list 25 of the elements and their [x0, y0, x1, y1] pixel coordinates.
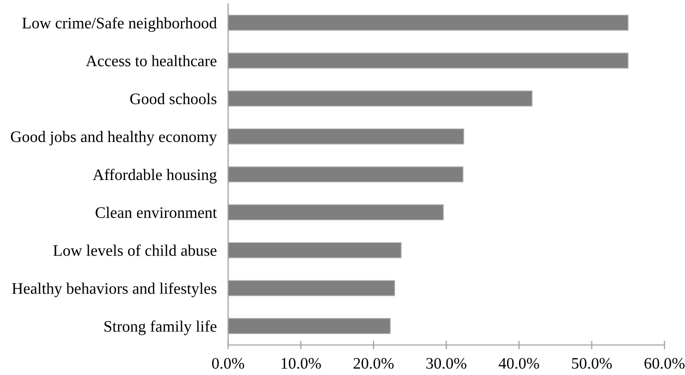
x-tick-label: 10.0%	[282, 358, 321, 369]
bar	[228, 166, 464, 182]
bar	[228, 204, 444, 220]
x-tick-label: 50.0%	[572, 358, 612, 369]
y-tick-label: Healthy behaviors and lifestyles	[12, 282, 216, 298]
y-tick-label: Good jobs and healthy economy	[10, 130, 217, 146]
y-tick-label: Good schools	[130, 93, 216, 104]
bar	[228, 318, 391, 334]
x-tick-label: 60.0%	[644, 358, 685, 369]
y-tick-label: Low crime/Safe neighborhood	[22, 17, 217, 32]
y-tick-label: Low levels of child abuse	[53, 244, 216, 256]
y-tick-label: Affordable housing	[92, 168, 217, 184]
bar	[228, 242, 402, 258]
bar	[228, 280, 396, 296]
x-tick-label: 30.0%	[426, 358, 466, 369]
bar	[228, 14, 629, 31]
x-tick-label: 40.0%	[498, 358, 540, 369]
bar	[228, 90, 533, 107]
y-tick-label: Access to healthcare	[86, 55, 216, 66]
bar	[228, 52, 629, 69]
x-tick-label: 0.0%	[212, 358, 244, 369]
bar	[228, 128, 464, 144]
y-tick-label: Strong family life	[104, 320, 216, 336]
y-tick-label: Clean environment	[96, 206, 217, 218]
x-tick-label: 20.0%	[354, 358, 394, 369]
